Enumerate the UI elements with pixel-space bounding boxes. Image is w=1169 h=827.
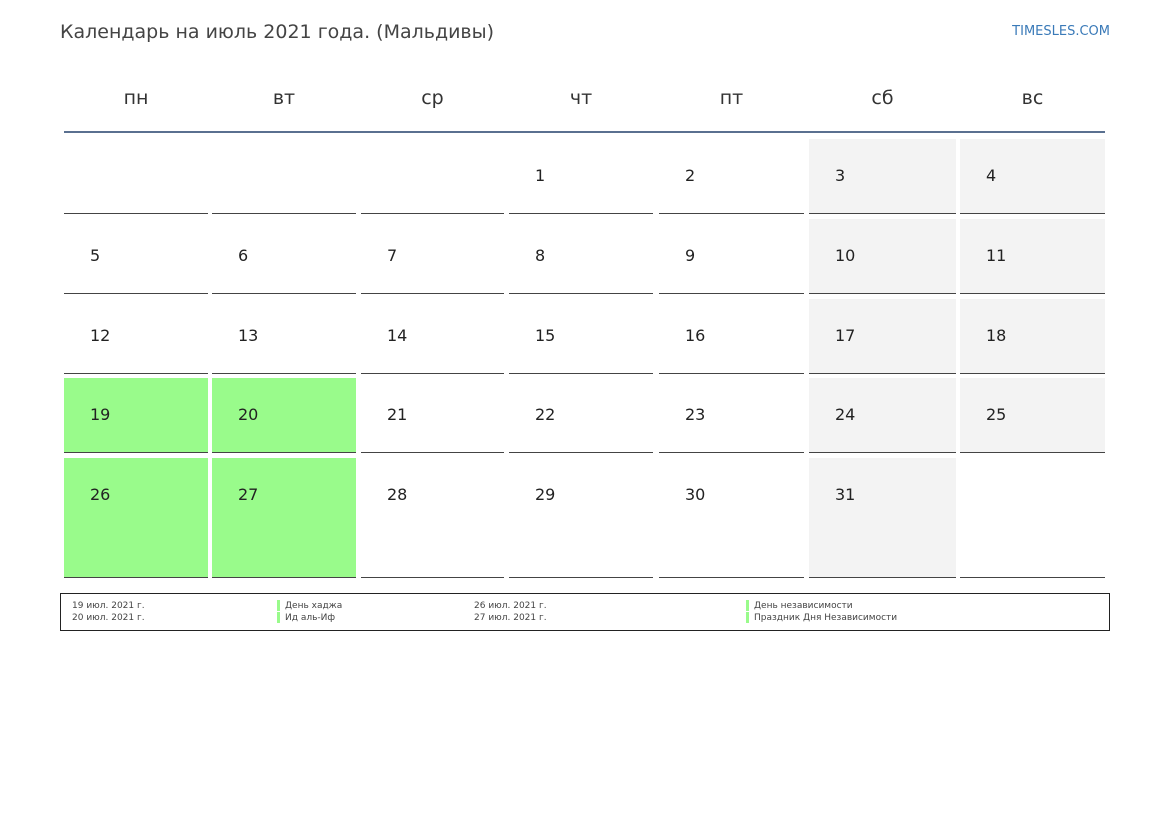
- weekday: чт: [569, 87, 593, 109]
- legend-name: Праздник Дня Независимости: [754, 613, 898, 623]
- day-number: 3: [835, 166, 846, 185]
- day-number: 23: [685, 405, 706, 424]
- day-cell: 28: [361, 458, 504, 578]
- day-cell: 10: [809, 219, 956, 294]
- day-cell: [960, 458, 1105, 578]
- day-number: 13: [238, 326, 259, 345]
- legend-date: 27 июл. 2021 г.: [474, 613, 547, 623]
- day-cell: 25: [960, 378, 1105, 453]
- day-cell: 18: [960, 299, 1105, 374]
- day-cell: 5: [64, 219, 208, 294]
- day-cell: 9: [659, 219, 804, 294]
- day-number: 21: [387, 405, 408, 424]
- weekday: вс: [1021, 87, 1044, 109]
- day-cell: 6: [212, 219, 356, 294]
- day-cell: 26: [64, 458, 208, 578]
- day-number: 28: [387, 485, 408, 504]
- day-number: 24: [835, 405, 856, 424]
- legend: 19 июл. 2021 г. День хаджа 20 июл. 2021 г.…: [60, 593, 1110, 631]
- day-number: 11: [986, 246, 1007, 265]
- day-cell: 15: [509, 299, 653, 374]
- day-cell: 23: [659, 378, 804, 453]
- day-cell: 12: [64, 299, 208, 374]
- day-cell: [361, 139, 504, 214]
- site-link[interactable]: TIMESLES.COM: [1012, 24, 1110, 39]
- weekday: пн: [123, 87, 149, 109]
- day-cell: 19: [64, 378, 208, 453]
- day-number: 1: [535, 166, 546, 185]
- day-number: 26: [90, 485, 111, 504]
- legend-swatch: [277, 600, 280, 611]
- day-number: 8: [535, 246, 546, 265]
- day-cell: 30: [659, 458, 804, 578]
- day-number: 29: [535, 485, 556, 504]
- legend-name: Ид аль-Иф: [285, 613, 336, 623]
- day-cell: [212, 139, 356, 214]
- day-number: 31: [835, 485, 856, 504]
- legend-name: День независимости: [754, 601, 853, 611]
- day-cell: 22: [509, 378, 653, 453]
- day-number: 17: [835, 326, 856, 345]
- day-number: 18: [986, 326, 1007, 345]
- day-cell: 13: [212, 299, 356, 374]
- day-cell: 17: [809, 299, 956, 374]
- day-number: 6: [238, 246, 249, 265]
- day-number: 19: [90, 405, 111, 424]
- day-number: 14: [387, 326, 408, 345]
- day-cell: 3: [809, 139, 956, 214]
- day-number: 25: [986, 405, 1007, 424]
- weekday: пт: [719, 87, 744, 109]
- day-cell: 29: [509, 458, 653, 578]
- day-cell: [64, 139, 208, 214]
- day-number: 2: [685, 166, 696, 185]
- day-cell: 4: [960, 139, 1105, 214]
- legend-swatch: [746, 600, 749, 611]
- weekday: вт: [272, 87, 296, 109]
- day-number: 10: [835, 246, 856, 265]
- day-number: 9: [685, 246, 696, 265]
- day-cell: 2: [659, 139, 804, 214]
- day-cell: 8: [509, 219, 653, 294]
- legend-swatch: [746, 612, 749, 623]
- day-cell: 27: [212, 458, 356, 578]
- title: Календарь на июль 2021 года. (Мальдивы): [60, 21, 495, 43]
- day-number: 15: [535, 326, 556, 345]
- legend-date: 26 июл. 2021 г.: [474, 601, 547, 611]
- legend-date: 19 июл. 2021 г.: [72, 601, 145, 611]
- day-number: 22: [535, 405, 556, 424]
- day-number: 20: [238, 405, 259, 424]
- day-number: 16: [685, 326, 706, 345]
- header-rule: [64, 131, 1105, 133]
- day-cell: 16: [659, 299, 804, 374]
- day-number: 4: [986, 166, 997, 185]
- day-cell: 7: [361, 219, 504, 294]
- weekday: ср: [421, 87, 444, 109]
- day-number: 7: [387, 246, 398, 265]
- day-cell: 24: [809, 378, 956, 453]
- day-cell: 31: [809, 458, 956, 578]
- day-cell: 1: [509, 139, 653, 214]
- weekday: сб: [871, 87, 894, 109]
- legend-date: 20 июл. 2021 г.: [72, 613, 145, 623]
- day-number: 27: [238, 485, 259, 504]
- day-number: 5: [90, 246, 101, 265]
- day-cell: 11: [960, 219, 1105, 294]
- day-cell: 21: [361, 378, 504, 453]
- day-number: 12: [90, 326, 111, 345]
- legend-name: День хаджа: [285, 601, 343, 611]
- day-cell: 14: [361, 299, 504, 374]
- day-number: 30: [685, 485, 706, 504]
- day-cell: 20: [212, 378, 356, 453]
- legend-swatch: [277, 612, 280, 623]
